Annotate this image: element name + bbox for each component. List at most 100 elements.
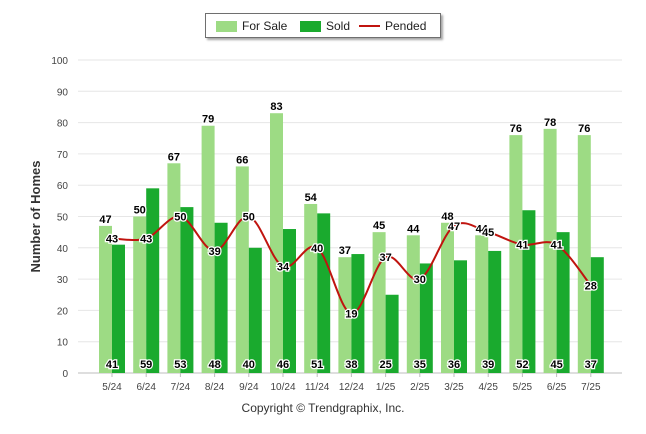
for-sale-data-label: 79 <box>202 114 214 126</box>
x-tick-label: 8/24 <box>205 382 225 393</box>
y-tick-label: 40 <box>57 244 69 255</box>
sold-data-label: 38 <box>345 359 357 371</box>
sold-data-label: 35 <box>414 359 426 371</box>
for-sale-data-label: 45 <box>373 220 385 232</box>
legend-for-sale-label: For Sale <box>242 19 288 33</box>
y-tick-label: 80 <box>57 119 69 130</box>
x-tick-label: 5/25 <box>513 382 533 393</box>
x-tick-label: 3/25 <box>444 382 464 393</box>
bar-for-sale <box>406 235 420 373</box>
pended-data-label: 43 <box>140 233 152 245</box>
for-sale-data-label: 48 <box>441 211 453 223</box>
pended-data-label: 45 <box>482 227 494 239</box>
pended-data-label: 47 <box>448 221 460 233</box>
for-sale-swatch <box>216 20 237 32</box>
bar-sold <box>488 250 502 373</box>
y-tick-label: 70 <box>57 150 69 161</box>
x-tick-label: 7/24 <box>171 382 191 393</box>
legend-item-sold[interactable]: Sold <box>300 19 350 33</box>
pended-data-label: 40 <box>311 243 323 255</box>
sold-data-label: 37 <box>585 359 597 371</box>
x-tick-label: 7/25 <box>581 382 601 393</box>
sold-data-label: 59 <box>140 359 152 371</box>
x-tick-label: 9/24 <box>239 382 259 393</box>
sold-data-label: 53 <box>174 359 186 371</box>
sold-data-label: 36 <box>448 359 460 371</box>
for-sale-data-label: 47 <box>99 214 111 226</box>
pended-data-label: 43 <box>106 233 118 245</box>
bar-sold <box>419 263 433 373</box>
bar-for-sale <box>372 232 386 373</box>
bar-for-sale <box>543 128 557 373</box>
x-tick-label: 10/24 <box>270 382 295 393</box>
for-sale-data-label: 66 <box>236 154 248 166</box>
pended-data-label: 30 <box>414 274 426 286</box>
y-tick-label: 20 <box>57 306 69 317</box>
pended-data-label: 41 <box>516 240 528 252</box>
bar-for-sale <box>133 216 147 373</box>
for-sale-data-label: 78 <box>544 117 556 129</box>
sold-data-label: 45 <box>550 359 562 371</box>
bar-for-sale <box>235 166 249 373</box>
for-sale-data-label: 76 <box>510 123 522 135</box>
bar-sold <box>590 257 604 373</box>
sold-data-label: 51 <box>311 359 323 371</box>
bar-sold <box>283 229 296 373</box>
for-sale-data-label: 67 <box>168 151 180 163</box>
bar-for-sale <box>304 203 318 373</box>
x-tick-label: 6/24 <box>136 382 156 393</box>
bar-sold <box>385 294 399 373</box>
y-tick-label: 100 <box>51 56 68 67</box>
for-sale-data-label: 83 <box>270 101 282 113</box>
pended-line <box>111 215 592 315</box>
bar-sold <box>351 254 365 373</box>
for-sale-data-label: 76 <box>578 123 590 135</box>
legend-sold-label: Sold <box>326 19 351 33</box>
bar-for-sale <box>201 125 215 373</box>
bar-for-sale <box>441 222 454 373</box>
bar-sold <box>180 207 194 373</box>
sold-data-label: 40 <box>243 359 255 371</box>
legend-item-for-sale[interactable]: For Sale <box>216 19 287 33</box>
y-tick-label: 0 <box>62 369 68 380</box>
y-tick-label: 90 <box>57 87 69 98</box>
sold-data-label: 25 <box>379 359 391 371</box>
sold-data-label: 52 <box>516 359 528 371</box>
sold-data-label: 48 <box>208 359 220 371</box>
x-tick-label: 5/24 <box>102 382 122 393</box>
sold-data-label: 46 <box>277 359 289 371</box>
legend-pended-label: Pended <box>385 19 427 33</box>
pended-data-label: 50 <box>174 212 186 224</box>
bar-for-sale <box>509 135 523 373</box>
x-tick-label: 12/24 <box>339 382 364 393</box>
pended-data-label: 34 <box>277 262 290 274</box>
bar-sold <box>214 222 228 373</box>
y-tick-label: 30 <box>57 275 69 286</box>
pended-data-label: 28 <box>585 280 597 292</box>
for-sale-data-label: 50 <box>134 205 146 217</box>
y-tick-label: 50 <box>57 213 69 224</box>
legend-item-pended[interactable]: Pended <box>359 19 426 33</box>
x-tick-label: 4/25 <box>478 382 498 393</box>
for-sale-data-label: 54 <box>305 192 318 204</box>
bar-sold <box>556 232 570 373</box>
y-tick-label: 10 <box>57 338 69 349</box>
bar-sold <box>454 260 467 373</box>
sold-swatch <box>300 20 321 32</box>
pended-data-label: 37 <box>379 252 391 264</box>
bar-for-sale <box>167 163 181 373</box>
copyright-text: Copyright © Trendgraphix, Inc. <box>241 401 405 415</box>
for-sale-data-label: 44 <box>407 223 420 235</box>
bar-sold <box>522 210 536 373</box>
bar-sold <box>112 244 125 373</box>
y-tick-label: 60 <box>57 181 69 192</box>
pended-data-label: 50 <box>243 212 255 224</box>
x-tick-label: 2/25 <box>410 382 430 393</box>
pended-data-label: 19 <box>345 309 357 321</box>
pended-swatch <box>359 25 380 27</box>
bar-sold <box>146 188 160 373</box>
bar-sold <box>248 247 262 373</box>
sold-data-label: 41 <box>106 359 118 371</box>
